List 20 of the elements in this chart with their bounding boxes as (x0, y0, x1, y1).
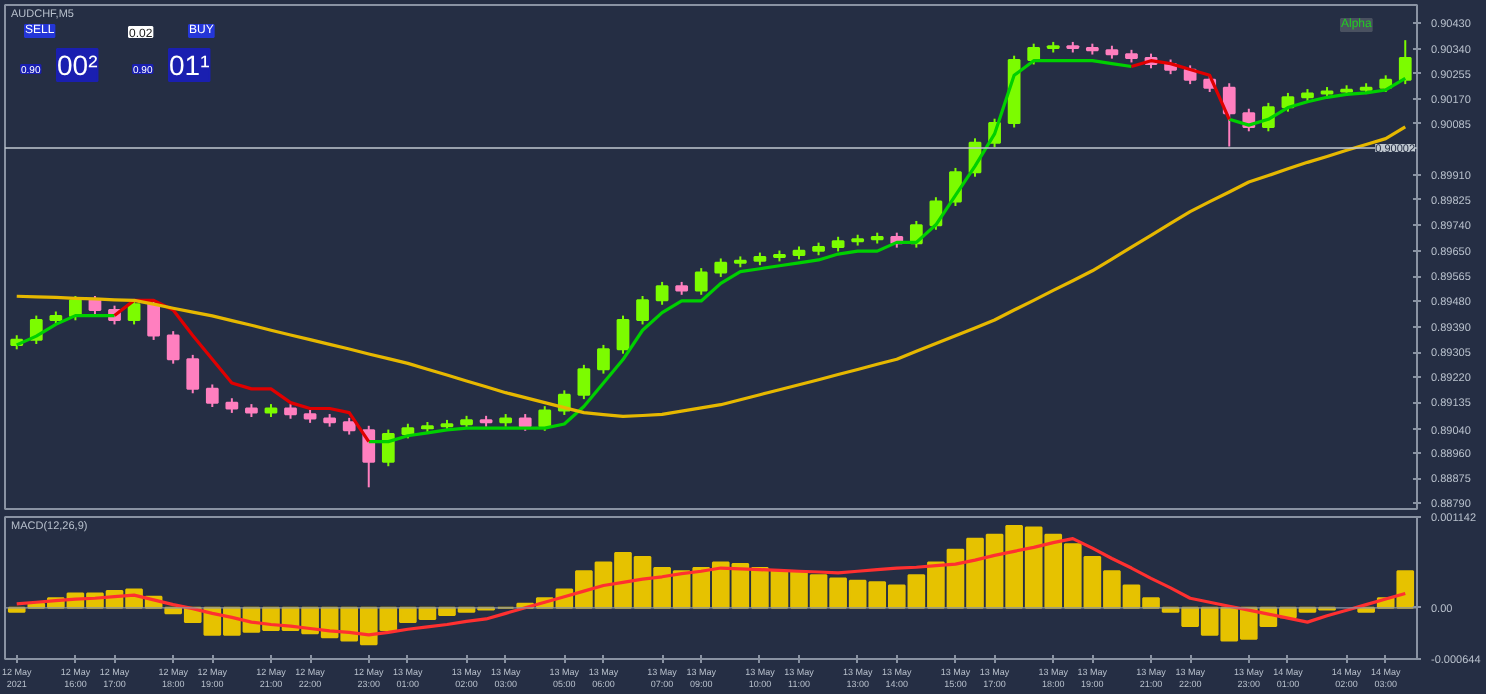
candlestick (381, 428, 395, 468)
candlestick (186, 353, 200, 395)
candlestick (205, 383, 219, 409)
candlestick (636, 294, 649, 326)
candlestick (714, 257, 728, 278)
candlestick (1222, 82, 1236, 148)
candlestick (616, 314, 630, 355)
annotation: 01¹ (169, 49, 211, 81)
candlestick (694, 267, 708, 296)
candlestick (655, 280, 669, 306)
candlestick (538, 405, 552, 432)
candlestick (1027, 42, 1041, 66)
candlestick (127, 298, 141, 326)
line-series (15, 537, 1407, 637)
candlestick (166, 330, 180, 365)
candlestick (1398, 39, 1412, 86)
candlestick (147, 298, 161, 341)
annotation: 00² (57, 49, 99, 81)
candlestick (577, 363, 591, 401)
candlestick (597, 343, 610, 375)
